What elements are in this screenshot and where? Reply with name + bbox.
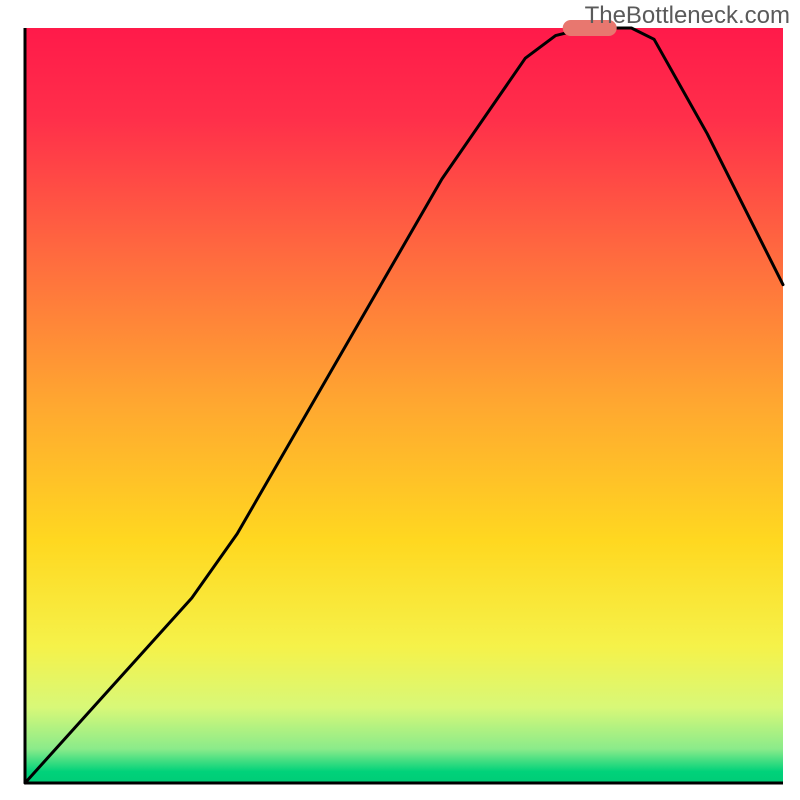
chart-svg	[0, 0, 800, 800]
plot-background	[25, 28, 783, 783]
watermark-text: TheBottleneck.com	[585, 2, 790, 30]
bottleneck-chart: TheBottleneck.com	[0, 0, 800, 800]
